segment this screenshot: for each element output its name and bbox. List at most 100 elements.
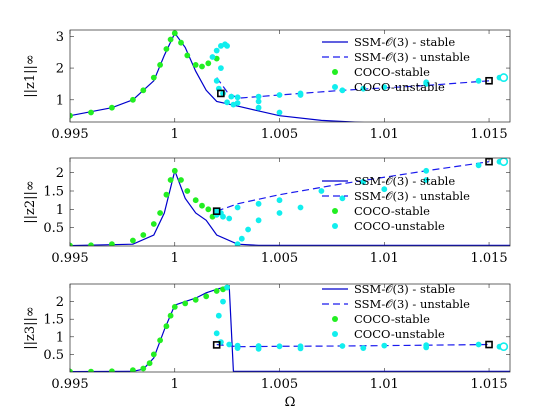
endpoint-marker bbox=[212, 207, 221, 215]
coco-stable-point bbox=[88, 368, 94, 372]
coco-unstable-point bbox=[213, 330, 220, 337]
plot-content bbox=[70, 30, 509, 122]
coco-stable-point bbox=[150, 74, 157, 81]
coco-stable-point bbox=[205, 206, 212, 213]
coco-stable-point bbox=[199, 63, 205, 70]
coco-unstable-point bbox=[255, 345, 262, 352]
x-tick-label: 1.015 bbox=[470, 377, 507, 392]
coco-stable-point bbox=[167, 177, 174, 183]
coco-unstable-point bbox=[209, 54, 216, 60]
legend-swatch-coco-stable bbox=[332, 208, 338, 214]
legend-entry: SSM-𝒪(3) - unstable bbox=[354, 50, 470, 64]
x-tick-label: 1 bbox=[171, 127, 179, 142]
coco-unstable-point bbox=[276, 210, 283, 216]
coco-stable-point bbox=[88, 109, 94, 116]
coco-stable-point bbox=[70, 242, 73, 246]
legend-entry: SSM-𝒪(3) - unstable bbox=[354, 189, 470, 203]
coco-unstable-point bbox=[213, 47, 220, 54]
coco-stable-point bbox=[109, 241, 115, 246]
y-axis-label: ||z3||∞ bbox=[23, 306, 38, 349]
x-tick-label: 1.005 bbox=[261, 251, 298, 266]
coco-unstable-point bbox=[318, 188, 325, 194]
x-tick-label: 1.01 bbox=[370, 251, 399, 266]
legend-entry: COCO-unstable bbox=[354, 219, 445, 233]
coco-stable-point bbox=[70, 368, 73, 372]
coco-unstable-point bbox=[234, 94, 241, 101]
coco-unstable-point bbox=[255, 200, 262, 207]
legend-entry: COCO-unstable bbox=[354, 327, 445, 341]
x-tick-label: 0.995 bbox=[51, 127, 88, 142]
endpoint-marker bbox=[485, 340, 493, 349]
legend-entry: SSM-𝒪(3) - unstable bbox=[354, 297, 470, 311]
coco-stable-point bbox=[163, 323, 170, 330]
chart-panel-1: 0.995 1 1.005 1.01 1.015 1 2 3 ||z1||∞ SSM-𝒪(3) -… bbox=[23, 29, 511, 142]
endpoint-marker bbox=[485, 76, 493, 85]
open-endpoint-marker bbox=[499, 158, 509, 167]
coco-stable-point bbox=[182, 300, 189, 307]
coco-stable-point bbox=[130, 367, 136, 372]
coco-unstable-point bbox=[234, 345, 241, 351]
coco-stable-point bbox=[146, 360, 153, 367]
coco-unstable-point bbox=[255, 217, 262, 224]
x-tick-label: 1 bbox=[171, 377, 179, 392]
coco-stable-point bbox=[167, 312, 174, 319]
y-tick-label: 0.5 bbox=[43, 348, 64, 363]
coco-stable-point bbox=[163, 191, 170, 198]
chart-panel-3: 0.995 1 1.005 1.01 1.015 0.5 1 1.5 2 ||z3||∞ Ω SSM-… bbox=[23, 282, 511, 410]
coco-stable-point bbox=[109, 104, 115, 111]
coco-stable-point bbox=[199, 202, 205, 209]
x-axis-label: Ω bbox=[285, 395, 296, 410]
x-tick-label: 0.995 bbox=[51, 377, 88, 392]
coco-unstable-point bbox=[234, 204, 241, 211]
y-axis-label: ||z1||∞ bbox=[23, 54, 38, 97]
coco-stable-point bbox=[157, 62, 164, 68]
axes-box bbox=[69, 157, 511, 247]
coco-stable-point bbox=[70, 112, 73, 119]
y-tick-label: 2 bbox=[56, 62, 64, 77]
y-tick-label: 2 bbox=[56, 166, 64, 181]
coco-unstable-point bbox=[423, 344, 430, 351]
coco-stable-point bbox=[157, 337, 164, 344]
coco-unstable-point bbox=[297, 345, 304, 352]
legend-swatch-coco-stable bbox=[332, 69, 338, 75]
coco-unstable-point bbox=[297, 92, 304, 98]
coco-unstable-point bbox=[475, 77, 482, 84]
y-tick-label: 1.5 bbox=[43, 185, 64, 200]
series-line-ssm-stable bbox=[70, 168, 510, 246]
coco-unstable-point bbox=[220, 90, 226, 97]
coco-unstable-point bbox=[238, 235, 245, 242]
coco-unstable-point bbox=[381, 342, 388, 349]
coco-unstable-point bbox=[245, 226, 252, 233]
coco-unstable-point bbox=[224, 99, 231, 106]
y-tick-label: 1 bbox=[56, 93, 64, 108]
coco-unstable-point bbox=[360, 178, 367, 185]
coco-stable-point bbox=[88, 242, 94, 246]
legend-entry: COCO-stable bbox=[354, 65, 430, 79]
coco-stable-point bbox=[171, 30, 178, 37]
coco-unstable-point bbox=[224, 43, 231, 49]
coco-stable-point bbox=[192, 296, 199, 303]
coco-unstable-point bbox=[423, 79, 430, 86]
coco-stable-point bbox=[184, 188, 191, 194]
coco-unstable-point bbox=[234, 241, 241, 246]
coco-stable-point bbox=[150, 351, 157, 358]
coco-stable-point bbox=[178, 39, 184, 46]
coco-unstable-point bbox=[228, 93, 235, 100]
legend-entry: COCO-unstable bbox=[354, 80, 445, 94]
coco-stable-point bbox=[171, 304, 178, 310]
coco-stable-point bbox=[140, 87, 147, 94]
y-tick-label: 1 bbox=[56, 330, 64, 345]
coco-unstable-point bbox=[360, 85, 367, 92]
endpoint-marker bbox=[485, 158, 493, 166]
coco-stable-point bbox=[157, 210, 164, 216]
x-tick-label: 1.01 bbox=[370, 127, 399, 142]
coco-stable-point bbox=[167, 36, 174, 43]
coco-unstable-point bbox=[224, 284, 231, 291]
coco-unstable-point bbox=[423, 177, 430, 183]
coco-unstable-point bbox=[220, 298, 226, 305]
y-tick-label: 3 bbox=[56, 30, 64, 45]
x-tick-label: 0.995 bbox=[51, 251, 88, 266]
coco-unstable-point bbox=[360, 345, 367, 351]
legend-swatch-coco-unstable bbox=[332, 84, 338, 90]
